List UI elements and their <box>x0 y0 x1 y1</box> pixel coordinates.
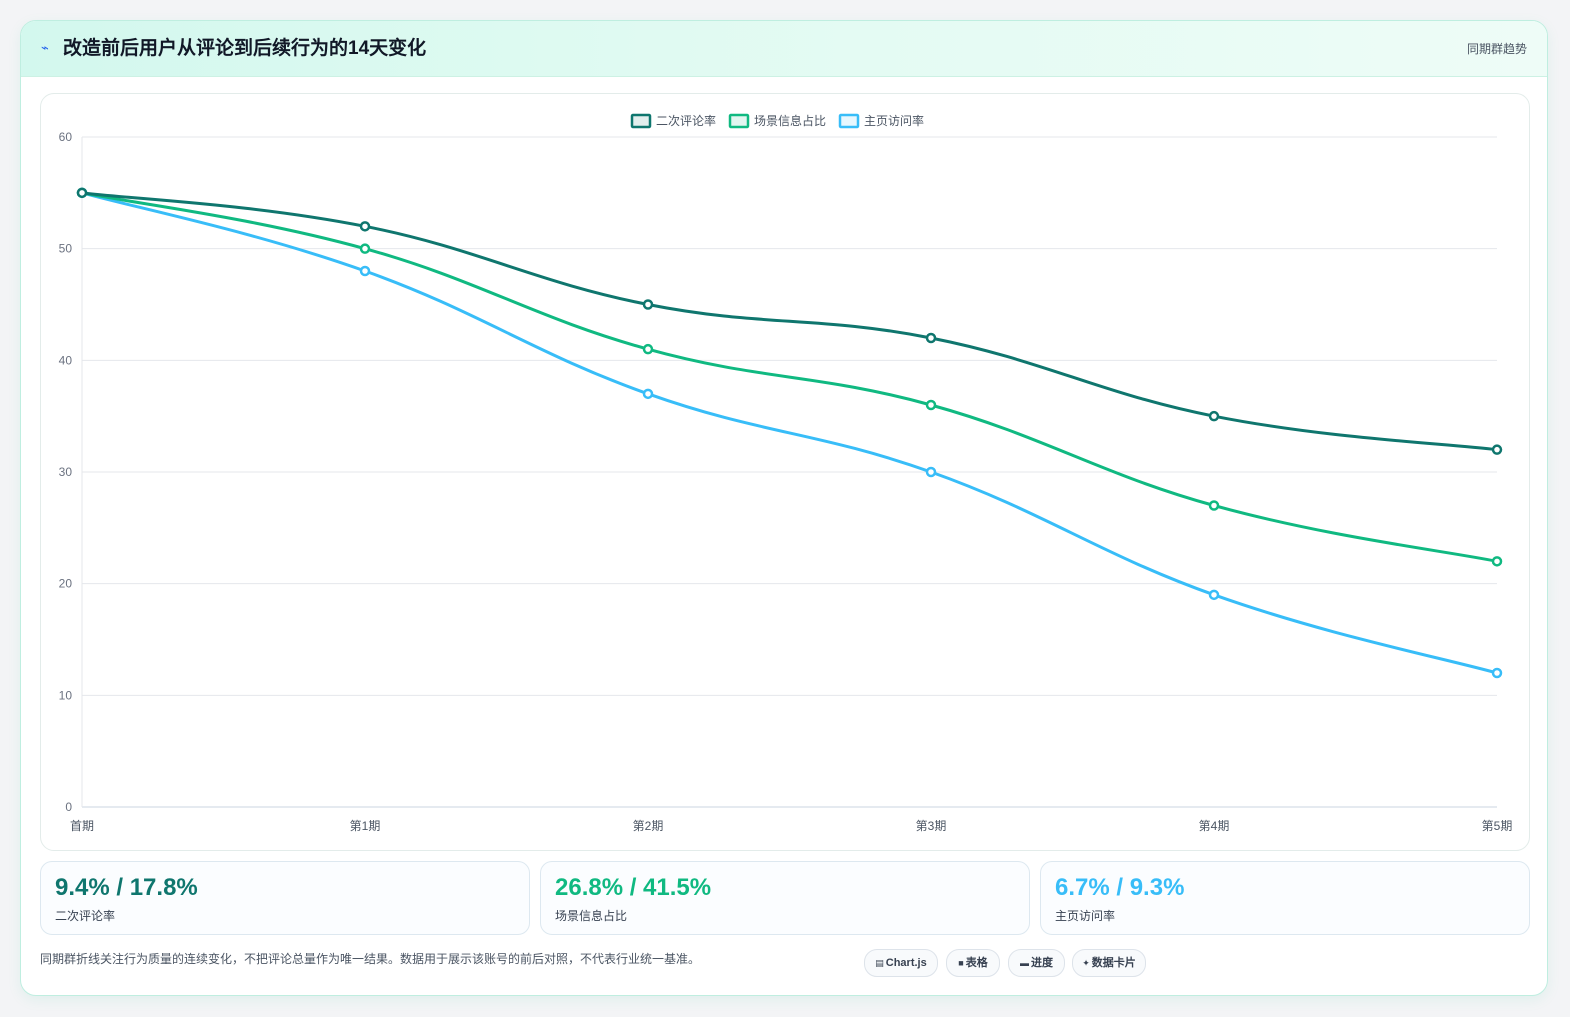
series-line <box>80 191 1499 452</box>
data-point <box>359 221 371 232</box>
legend-swatch <box>728 113 750 129</box>
stat-card-homepage-visit: 6.7% / 9.3% 主页访问率 <box>1040 861 1530 935</box>
x-tick-label: 第3期 <box>916 819 947 833</box>
pill-table[interactable]: ■ 表格 <box>946 949 1000 977</box>
pill-chartjs[interactable]: ▤ Chart.js <box>864 949 938 977</box>
stat-value: 6.7% / 9.3% <box>1055 874 1185 901</box>
data-point <box>1208 500 1220 511</box>
data-point <box>642 388 654 400</box>
table-icon: ■ <box>958 958 964 968</box>
chart-icon: ▤ <box>875 958 884 968</box>
x-tick-label: 第1期 <box>350 819 381 833</box>
stat-value: 26.8% / 41.5% <box>555 874 712 901</box>
data-point <box>925 466 937 478</box>
pill-label: 进度 <box>1031 957 1053 969</box>
data-point <box>359 243 371 254</box>
y-tick-label: 30 <box>59 465 73 479</box>
stat-value: 9.4% / 17.8% <box>55 874 198 901</box>
legend-label: 二次评论率 <box>656 113 716 128</box>
chart-card: ⌁ 改造前后用户从评论到后续行为的14天变化 同期群趋势 0 10 20 30 40 50… <box>20 20 1548 996</box>
pill-label: 数据卡片 <box>1091 957 1136 969</box>
y-tick-label: 20 <box>59 577 73 591</box>
stat-label: 主页访问率 <box>1055 909 1116 923</box>
card-title: 改造前后用户从评论到后续行为的14天变化 <box>63 38 427 59</box>
progress-icon: ▬ <box>1020 958 1029 968</box>
data-point <box>925 332 937 344</box>
x-tick-label: 第4期 <box>1199 819 1230 833</box>
x-tick-label: 第5期 <box>1482 819 1513 833</box>
pill-label: 表格 <box>965 957 988 969</box>
pill-progress[interactable]: ▬ 进度 <box>1008 949 1065 977</box>
legend-label: 主页访问率 <box>864 113 924 128</box>
stat-label: 场景信息占比 <box>555 909 628 923</box>
data-point <box>1208 410 1220 422</box>
zigzag-icon: ⌁ <box>41 40 49 55</box>
data-point <box>1208 589 1220 601</box>
series-line <box>80 191 1499 675</box>
data-point <box>1491 444 1503 455</box>
data-point <box>642 343 654 355</box>
y-tick-label: 10 <box>59 688 73 702</box>
data-point <box>642 299 654 310</box>
legend-label: 场景信息占比 <box>754 113 826 128</box>
y-tick-label: 40 <box>59 353 73 367</box>
legend-swatch <box>838 113 860 129</box>
y-tick-label: 50 <box>59 242 73 256</box>
card-header: ⌁ 改造前后用户从评论到后续行为的14天变化 同期群趋势 <box>21 21 1547 77</box>
footnote: 同期群折线关注行为质量的连续变化，不把评论总量作为唯一结果。数据用于展示该账号的… <box>40 952 701 966</box>
legend-swatch <box>630 113 652 129</box>
pill-data-card[interactable]: ✦ 数据卡片 <box>1072 949 1146 977</box>
trend-tag: 同期群趋势 <box>1466 42 1527 56</box>
stat-card-secondary-comment: 9.4% / 17.8% 二次评论率 <box>40 861 530 935</box>
line-chart: 0 10 20 30 40 50 60 首期 第1期 第2期 第3期 第4期 第5期 二次评论率 场景信息占… <box>59 113 1513 833</box>
x-tick-label: 首期 <box>70 819 94 833</box>
y-tick-label: 60 <box>59 130 73 144</box>
chart-panel: 0 10 20 30 40 50 60 首期 第1期 第2期 第3期 第4期 第5期 二次评论率 场景信息占… <box>40 93 1530 851</box>
stat-label: 二次评论率 <box>55 909 116 923</box>
data-point <box>359 265 371 277</box>
sparkle-icon: ✦ <box>1082 958 1090 968</box>
data-point <box>925 399 937 411</box>
data-point <box>1491 556 1503 567</box>
data-point <box>1491 667 1503 679</box>
stat-card-scene-info: 26.8% / 41.5% 场景信息占比 <box>540 861 1030 935</box>
x-tick-label: 第2期 <box>633 819 664 833</box>
y-tick-label: 0 <box>65 800 72 814</box>
pill-label: Chart.js <box>885 957 927 969</box>
data-point <box>76 187 88 199</box>
series-line <box>80 191 1499 563</box>
